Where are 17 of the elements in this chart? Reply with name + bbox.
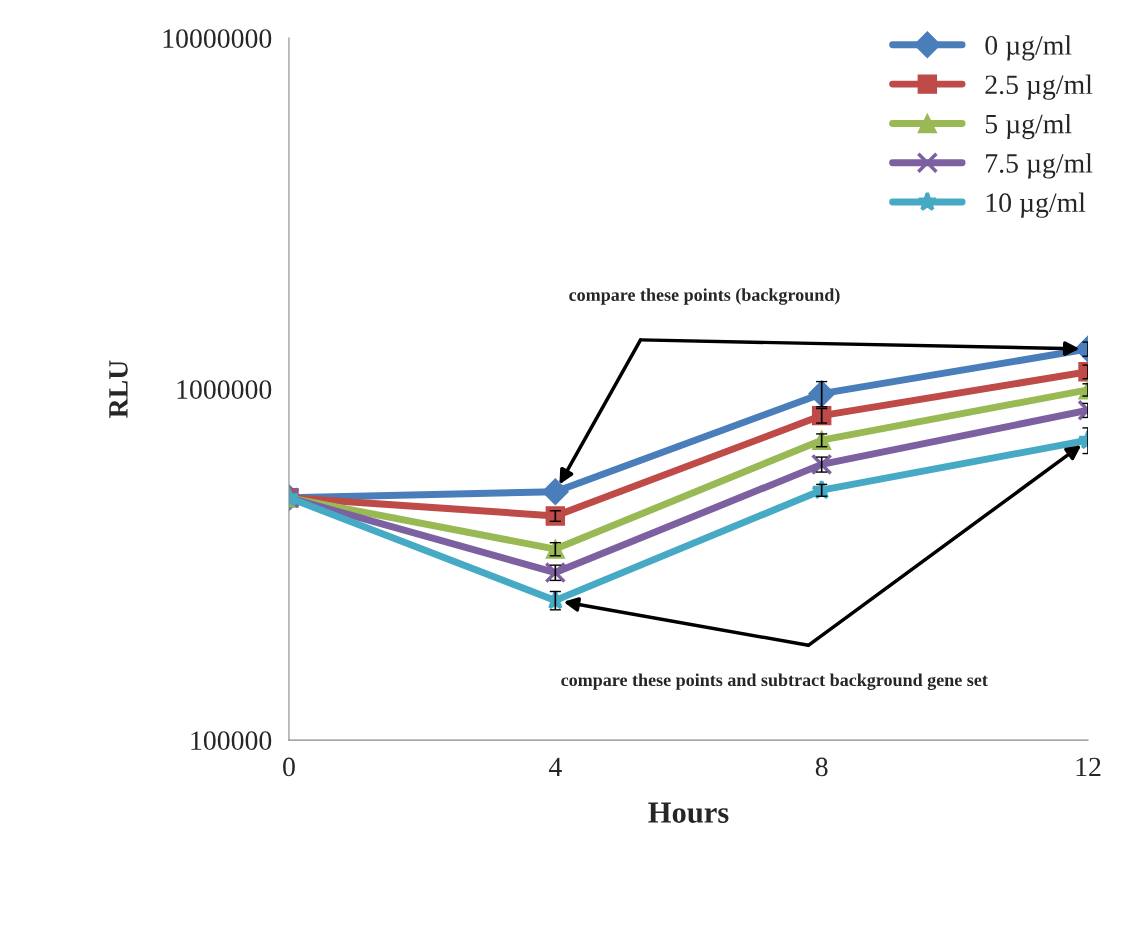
annotation: compare these points (background) xyxy=(569,288,840,305)
legend-label: 2.5 µg/ml xyxy=(985,74,1093,100)
y-tick-label: 1000000 xyxy=(177,380,272,399)
x-tick-label: 0 xyxy=(283,757,295,777)
y-tick-label: 100000 xyxy=(191,731,272,750)
x-tick-label: 4 xyxy=(548,757,562,777)
y-tick-label: 10000000 xyxy=(163,29,272,48)
legend-label: 10 µg/ml xyxy=(986,192,1086,218)
x-tick-label: 8 xyxy=(815,757,828,777)
y-axis-title: RLU xyxy=(109,360,128,418)
legend-label: 7.5 µg/ml xyxy=(986,153,1093,179)
point xyxy=(541,478,569,506)
annotation: compare these points and subtract background gene set xyxy=(561,673,988,690)
x-tick-label: 12 xyxy=(1076,757,1101,777)
legend-label: 5 µg/ml xyxy=(985,113,1072,140)
legend-label: 0 µg/ml xyxy=(985,35,1072,61)
x-axis-title: Hours xyxy=(648,802,729,823)
